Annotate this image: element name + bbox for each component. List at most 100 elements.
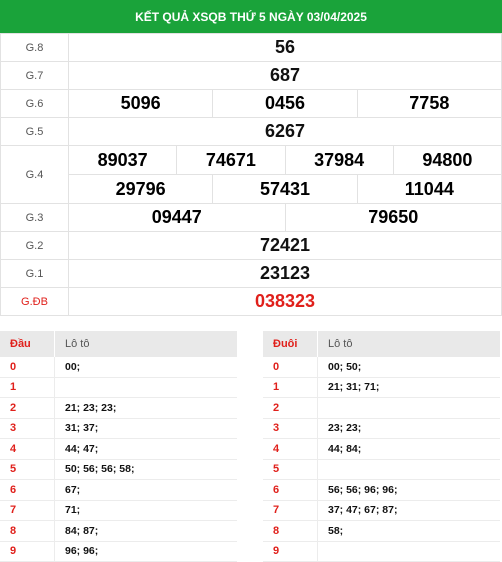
loto-row: 5 50; 56; 56; 58; xyxy=(0,459,237,480)
prize-number-group: 89037 74671 37984 94800 29796 57431 1104… xyxy=(68,145,502,204)
prize-row-special: G.ĐB 038323 xyxy=(0,287,502,316)
prize-row-g6: G.6 5096 0456 7758 xyxy=(0,89,502,118)
loto-row: 7 71; xyxy=(0,500,237,521)
loto-values: 71; xyxy=(54,500,237,521)
loto-values: 50; 56; 56; 58; xyxy=(54,459,237,480)
loto-digit: 3 xyxy=(263,418,318,439)
loto-row: 8 84; 87; xyxy=(0,520,237,542)
loto-row: 9 xyxy=(263,541,500,562)
loto-row: 6 56; 56; 96; 96; xyxy=(263,479,500,501)
loto-digit: 2 xyxy=(0,397,55,419)
loto-values: 21; 31; 71; xyxy=(317,377,500,398)
loto-digit: 8 xyxy=(0,520,55,542)
loto-digit: 6 xyxy=(0,479,55,501)
loto-row: 2 21; 23; 23; xyxy=(0,397,237,419)
prize-number: 79650 xyxy=(284,204,502,231)
loto-values xyxy=(317,397,500,419)
prize-number: 56 xyxy=(68,33,502,62)
loto-values: 00; xyxy=(54,357,237,378)
loto-row: 3 23; 23; xyxy=(263,418,500,439)
special-prize-number: 038323 xyxy=(68,287,502,316)
prize-number: 37984 xyxy=(284,146,393,174)
loto-column-header: Lô tô xyxy=(54,331,237,357)
loto-values: 84; 87; xyxy=(54,520,237,542)
prize-row-g8: G.8 56 xyxy=(0,33,502,62)
prize-number: 09447 xyxy=(151,207,202,227)
loto-digit: 1 xyxy=(0,377,55,398)
prize-number: 94800 xyxy=(392,146,501,174)
loto-row: 0 00; xyxy=(0,357,237,378)
loto-row: 3 31; 37; xyxy=(0,418,237,439)
loto-digit: 9 xyxy=(0,541,55,562)
prize-number: 5096 xyxy=(120,93,161,113)
loto-digit: 5 xyxy=(0,459,55,480)
loto-digit: 2 xyxy=(263,397,318,419)
loto-values: 21; 23; 23; xyxy=(54,397,237,419)
loto-values xyxy=(54,377,237,398)
duoi-column-header: Đuôi xyxy=(263,331,318,357)
prize-label: G.6 xyxy=(0,89,69,118)
loto-digit: 5 xyxy=(263,459,318,480)
loto-digit: 6 xyxy=(263,479,318,501)
loto-values: 00; 50; xyxy=(317,357,500,378)
loto-row: 9 96; 96; xyxy=(0,541,237,562)
loto-row: 1 xyxy=(0,377,237,398)
prize-row-g3: G.3 09447 79650 xyxy=(0,203,502,232)
prize-label: G.7 xyxy=(0,61,69,90)
prize-row-g7: G.7 687 xyxy=(0,61,502,90)
loto-digit: 3 xyxy=(0,418,55,439)
prize-number: 687 xyxy=(68,61,502,90)
loto-values: 58; xyxy=(317,520,500,542)
loto-row: 0 00; 50; xyxy=(263,357,500,378)
loto-digit: 0 xyxy=(0,357,55,378)
loto-values: 96; 96; xyxy=(54,541,237,562)
prize-number: 0456 xyxy=(212,90,356,117)
prize-row-g1: G.1 23123 xyxy=(0,259,502,288)
prize-row-g4: G.4 89037 74671 37984 94800 29796 57431 … xyxy=(0,145,502,204)
loto-row: 7 37; 47; 67; 87; xyxy=(263,500,500,521)
loto-values xyxy=(317,541,500,562)
loto-values: 56; 56; 96; 96; xyxy=(317,479,500,501)
prize-number: 89037 xyxy=(97,149,148,170)
prize-number: 29796 xyxy=(115,178,166,199)
loto-values: 37; 47; 67; 87; xyxy=(317,500,500,521)
prize-label: G.ĐB xyxy=(0,287,69,316)
loto-row: 1 21; 31; 71; xyxy=(263,377,500,398)
loto-digit: 7 xyxy=(0,500,55,521)
loto-row: 4 44; 84; xyxy=(263,438,500,460)
duoi-loto-table: Đuôi Lô tô 0 00; 50; 1 21; 31; 71; 2 3 23; 23;… xyxy=(263,331,500,562)
prize-label: G.4 xyxy=(0,145,69,204)
loto-digit: 8 xyxy=(263,520,318,542)
prize-table: G.8 56 G.7 687 G.6 5096 0456 7758 G.5 62… xyxy=(0,33,502,316)
loto-digit: 4 xyxy=(263,438,318,460)
prize-row-g5: G.5 6267 xyxy=(0,117,502,146)
loto-row: 2 xyxy=(263,397,500,419)
results-title: KẾT QUẢ XSQB THỨ 5 NGÀY 03/04/2025 xyxy=(0,0,502,34)
prize-row-g2: G.2 72421 xyxy=(0,231,502,260)
loto-row: 6 67; xyxy=(0,479,237,501)
loto-row: 5 xyxy=(263,459,500,480)
prize-number-group: 09447 79650 xyxy=(68,203,502,232)
prize-number: 6267 xyxy=(68,117,502,146)
loto-digit: 9 xyxy=(263,541,318,562)
prize-label: G.3 xyxy=(0,203,69,232)
prize-number: 72421 xyxy=(68,231,502,260)
prize-number: 7758 xyxy=(356,90,501,117)
loto-digit: 1 xyxy=(263,377,318,398)
loto-row: 4 44; 47; xyxy=(0,438,237,460)
prize-label: G.2 xyxy=(0,231,69,260)
prize-number: 74671 xyxy=(176,146,284,174)
prize-label: G.8 xyxy=(0,33,69,62)
loto-values: 23; 23; xyxy=(317,418,500,439)
prize-number: 57431 xyxy=(212,175,356,203)
dau-column-header: Đầu xyxy=(0,331,55,357)
loto-values: 44; 47; xyxy=(54,438,237,460)
loto-values: 31; 37; xyxy=(54,418,237,439)
loto-digit: 4 xyxy=(0,438,55,460)
dau-loto-table: Đầu Lô tô 0 00; 1 2 21; 23; 23; 3 31; 37; 4 44; … xyxy=(0,331,237,562)
loto-values: 67; xyxy=(54,479,237,501)
loto-digit: 0 xyxy=(263,357,318,378)
loto-row: 8 58; xyxy=(263,520,500,542)
loto-digit: 7 xyxy=(263,500,318,521)
loto-values: 44; 84; xyxy=(317,438,500,460)
